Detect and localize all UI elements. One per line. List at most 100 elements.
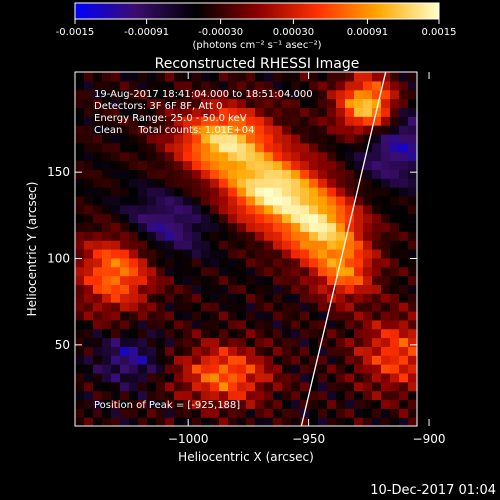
heatmap-cell <box>372 142 382 153</box>
heatmap-cell <box>174 346 184 356</box>
heatmap-cell <box>111 408 121 418</box>
heatmap-cell <box>309 408 319 418</box>
heatmap-cell <box>111 133 121 144</box>
heatmap-cell <box>228 328 238 339</box>
heatmap-cell <box>183 381 193 392</box>
heatmap-cell <box>84 372 94 383</box>
heatmap-cell <box>399 142 409 153</box>
heatmap-cell <box>300 222 310 232</box>
heatmap-cell <box>228 195 238 206</box>
heatmap-cell <box>120 355 130 365</box>
heatmap-cell <box>336 284 346 294</box>
heatmap-cell <box>255 319 265 330</box>
heatmap-cell <box>219 142 229 153</box>
heatmap-cell <box>255 302 265 312</box>
heatmap-cell <box>147 284 157 294</box>
colorbar-tick-label: 0.0015 <box>422 27 457 38</box>
heatmap-cell <box>363 364 373 374</box>
heatmap-cell <box>246 257 256 268</box>
heatmap-cell <box>354 89 364 100</box>
heatmap-cell <box>300 160 310 170</box>
heatmap-cell <box>273 372 283 383</box>
heatmap-cell <box>300 293 310 303</box>
heatmap-cell <box>363 169 373 179</box>
heatmap-cell <box>345 142 355 153</box>
heatmap-cell <box>102 381 112 392</box>
heatmap-cell <box>138 72 148 82</box>
heatmap-cell <box>381 151 391 162</box>
heatmap-cell <box>120 195 130 206</box>
heatmap-cell <box>75 142 85 153</box>
heatmap-cell <box>84 187 94 197</box>
heatmap-cell <box>336 372 346 383</box>
heatmap-cell <box>165 319 175 330</box>
heatmap-cell <box>129 408 139 418</box>
heatmap-cell <box>336 337 346 347</box>
heatmap-cell <box>183 319 193 330</box>
heatmap-cell <box>327 125 337 135</box>
heatmap-cell <box>156 187 166 197</box>
heatmap-cell <box>102 151 112 162</box>
heatmap-cell <box>138 169 148 179</box>
heatmap-cell <box>237 89 247 100</box>
heatmap-cell <box>102 213 112 224</box>
heatmap-cell <box>264 204 274 215</box>
heatmap-cell <box>102 89 112 100</box>
heatmap-cell <box>381 249 391 259</box>
heatmap-cell <box>174 133 184 144</box>
heatmap-cell <box>102 195 112 206</box>
heatmap-cell <box>273 355 283 365</box>
heatmap-cell <box>246 187 256 197</box>
heatmap-cell <box>345 89 355 100</box>
heatmap-cell <box>246 249 256 259</box>
heatmap-cell <box>129 249 139 259</box>
heatmap-cell <box>354 133 364 144</box>
heatmap-cell <box>219 169 229 179</box>
heatmap-cell <box>264 417 274 426</box>
heatmap-cell <box>345 178 355 188</box>
heatmap-cell <box>273 310 283 321</box>
heatmap-cell <box>309 266 319 277</box>
heatmap-cell <box>264 169 274 179</box>
heatmap-cell <box>183 337 193 347</box>
heatmap-cell <box>372 116 382 126</box>
heatmap-cell <box>363 266 373 277</box>
heatmap-cell <box>399 213 409 224</box>
heatmap-cell <box>336 125 346 135</box>
heatmap-cell <box>192 319 202 330</box>
heatmap-cell <box>363 187 373 197</box>
heatmap-cell <box>327 98 337 108</box>
heatmap-cell <box>363 98 373 108</box>
heatmap-cell <box>354 160 364 170</box>
heatmap-cell <box>75 284 85 294</box>
heatmap-cell <box>93 240 103 250</box>
heatmap-cell <box>192 204 202 215</box>
heatmap-cell <box>381 72 391 82</box>
heatmap-cell <box>129 169 139 179</box>
heatmap-cell <box>300 151 310 162</box>
heatmap-cell <box>174 372 184 383</box>
heatmap-cell <box>354 195 364 206</box>
heatmap-cell <box>381 204 391 215</box>
heatmap-cell <box>75 125 85 135</box>
heatmap-cell <box>138 80 148 91</box>
heatmap-cell <box>210 249 220 259</box>
heatmap-cell <box>183 355 193 365</box>
heatmap-cell <box>120 89 130 100</box>
heatmap-cell <box>228 133 238 144</box>
heatmap-cell <box>156 107 166 117</box>
heatmap-cell <box>309 275 319 285</box>
heatmap-cell <box>237 310 247 321</box>
heatmap-cell <box>219 417 229 426</box>
heatmap-cell <box>408 107 417 117</box>
heatmap-cell <box>273 133 283 144</box>
heatmap-cell <box>138 133 148 144</box>
heatmap-cell <box>192 328 202 339</box>
heatmap-cell <box>282 222 292 232</box>
heatmap-cell <box>390 89 400 100</box>
heatmap-cell <box>399 399 409 409</box>
heatmap-cell <box>318 417 328 426</box>
heatmap-cell <box>237 72 247 82</box>
heatmap-cell <box>408 125 417 135</box>
heatmap-cell <box>318 381 328 392</box>
